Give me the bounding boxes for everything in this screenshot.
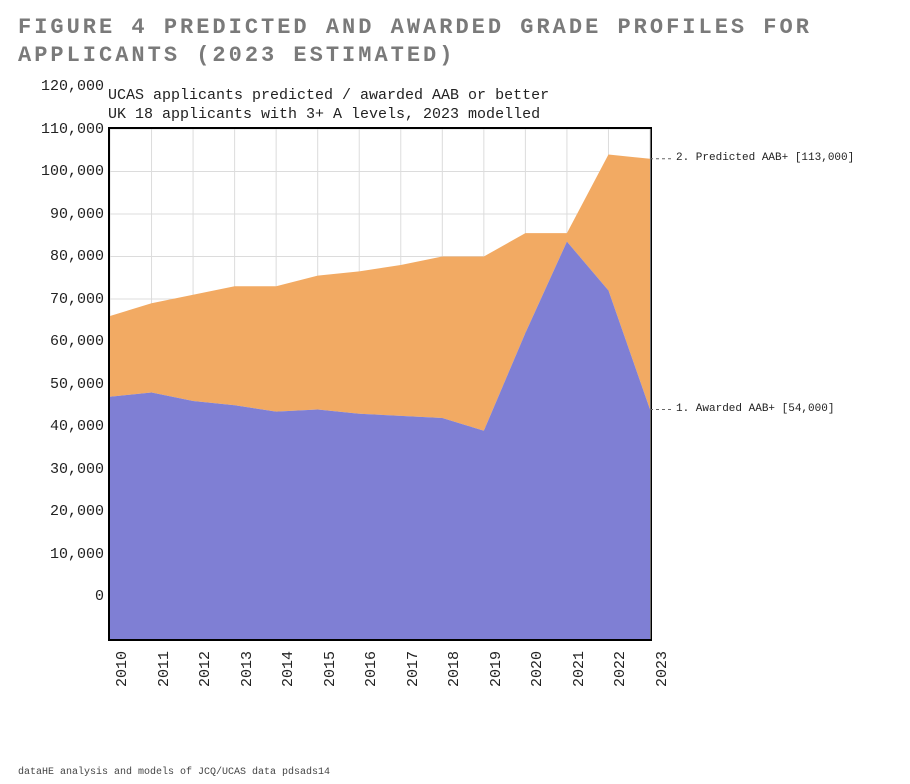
x-tick-label: 2015	[323, 650, 338, 686]
series-label-predicted: 2. Predicted AAB+ [113,000]	[676, 153, 854, 164]
y-tick-label: 80,000	[50, 249, 104, 264]
x-tick-label: 2017	[406, 650, 421, 686]
x-tick-label: 2014	[281, 650, 296, 686]
y-tick-label: 90,000	[50, 207, 104, 222]
x-tick-label: 2018	[447, 650, 462, 686]
chart-subtitle: UCAS applicants predicted / awarded AAB …	[108, 87, 652, 125]
y-tick-label: 10,000	[50, 547, 104, 562]
plot-svg	[110, 129, 674, 639]
chart-subtitle-line2: UK 18 applicants with 3+ A levels, 2023 …	[108, 106, 652, 125]
x-tick-label: 2012	[198, 650, 213, 686]
x-tick-label: 2016	[364, 650, 379, 686]
y-tick-label: 20,000	[50, 504, 104, 519]
y-tick-label: 70,000	[50, 292, 104, 307]
x-tick-label: 2011	[157, 650, 172, 686]
chart-subtitle-line1: UCAS applicants predicted / awarded AAB …	[108, 87, 652, 106]
x-axis: 2010 2011 2012 2013 2014 2015 2016 2017 2018 2019…	[108, 641, 648, 701]
y-tick-label: 0	[95, 589, 104, 604]
x-tick-label: 2022	[613, 650, 628, 686]
x-tick-label: 2010	[115, 650, 130, 686]
y-tick-label: 120,000	[41, 79, 104, 94]
x-tick-label: 2021	[572, 650, 587, 686]
y-tick-label: 40,000	[50, 419, 104, 434]
y-tick-label: 110,000	[41, 122, 104, 137]
x-tick-label: 2023	[655, 650, 670, 686]
figure-footnote: dataHE analysis and models of JCQ/UCAS d…	[18, 767, 330, 778]
chart-container: 0 10,000 20,000 30,000 40,000 50,000 60,000 70,…	[18, 87, 892, 701]
x-tick-label: 2020	[530, 650, 545, 686]
x-tick-label: 2013	[240, 650, 255, 686]
y-tick-label: 100,000	[41, 164, 104, 179]
x-tick-label: 2019	[489, 650, 504, 686]
y-axis: 0 10,000 20,000 30,000 40,000 50,000 60,000 70,…	[18, 87, 108, 637]
series-label-awarded: 1. Awarded AAB+ [54,000]	[676, 404, 834, 415]
plot-area: 2. Predicted AAB+ [113,000] 1. Awarded A…	[108, 127, 652, 641]
y-tick-label: 30,000	[50, 462, 104, 477]
y-tick-label: 50,000	[50, 377, 104, 392]
y-tick-label: 60,000	[50, 334, 104, 349]
figure-title: FIGURE 4 PREDICTED AND AWARDED GRADE PRO…	[18, 14, 892, 69]
